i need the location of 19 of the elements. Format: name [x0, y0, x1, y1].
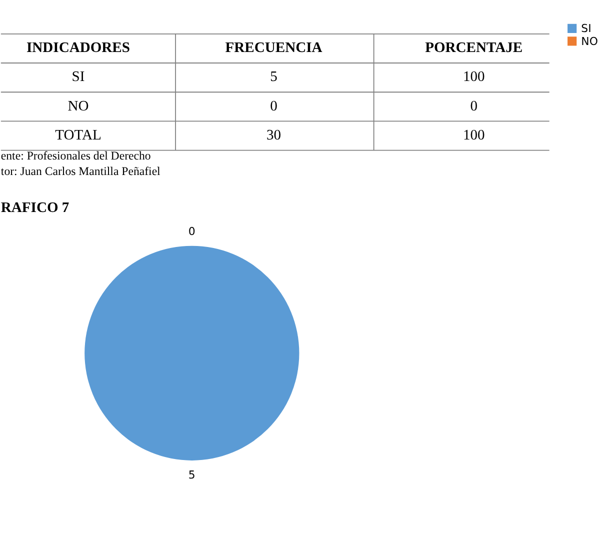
text: ente: Profesionales del Derecho [0, 148, 151, 162]
text: NO [68, 98, 89, 114]
text: SI [72, 69, 85, 86]
text: 30 [266, 127, 282, 144]
text: RAFICO 7 [0, 200, 70, 216]
text: INDICADORES [26, 40, 130, 56]
text: 100 [462, 127, 485, 144]
data-label: 5 [188, 468, 196, 482]
text: 0 [188, 224, 196, 238]
text: 0 [470, 98, 478, 114]
text: TOTAL [55, 127, 102, 144]
text: 0 [270, 98, 278, 114]
text: 5 [270, 69, 278, 86]
legend-label: SI [581, 22, 592, 36]
text: PORCENTAJE [425, 40, 523, 56]
text: tor: Juan Carlos Mantilla Peñafiel [0, 164, 162, 178]
legend-label: NO [581, 34, 598, 48]
text: 100 [462, 69, 485, 86]
text: FRECUENCIA [225, 40, 323, 56]
